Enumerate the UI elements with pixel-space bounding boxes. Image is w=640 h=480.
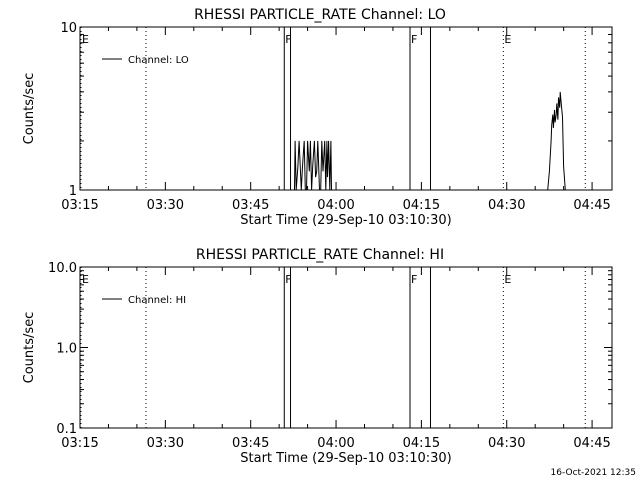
- lo-data-series-1: [547, 91, 566, 191]
- hi-legend-label: Channel: HI: [128, 295, 186, 306]
- lo-chart-title: RHESSI PARTICLE_RATE Channel: LO: [194, 7, 446, 23]
- hi-event-marker-label: E: [82, 273, 89, 286]
- lo-event-marker-label: E: [504, 33, 511, 46]
- hi-xtick-label: 03:45: [232, 436, 269, 451]
- lo-event-marker-label: E: [82, 33, 89, 46]
- lo-xtick-label: 04:00: [317, 198, 354, 213]
- hi-event-marker-label: F: [285, 273, 291, 286]
- lo-plot-frame: [79, 26, 613, 191]
- hi-xtick-label: 04:00: [317, 436, 354, 451]
- hi-xtick-label: 04:30: [488, 436, 525, 451]
- lo-legend-label: Channel: LO: [128, 55, 189, 66]
- lo-ytick-label: 1: [69, 184, 77, 199]
- footer-timestamp: 16-Oct-2021 12:35: [551, 468, 636, 478]
- lo-ytick-label: 10: [60, 21, 77, 36]
- hi-plot-frame: [79, 266, 613, 429]
- lo-x-axis-label: Start Time (29-Sep-10 03:10:30): [240, 213, 451, 228]
- hi-ytick-label: 10.0: [48, 261, 77, 276]
- lo-xtick-label: 03:15: [61, 198, 98, 213]
- hi-event-marker-label: F: [411, 273, 417, 286]
- lo-xtick-label: 04:15: [403, 198, 440, 213]
- hi-ytick-label: 0.1: [56, 422, 77, 437]
- hi-ytick-label: 1.0: [56, 342, 77, 357]
- hi-xtick-label: 03:15: [61, 436, 98, 451]
- lo-event-marker-label: F: [285, 33, 291, 46]
- lo-y-axis-label: Counts/sec: [22, 73, 37, 145]
- hi-event-marker-label: E: [504, 273, 511, 286]
- hi-xtick-label: 04:15: [403, 436, 440, 451]
- hi-xtick-label: 04:45: [573, 436, 610, 451]
- lo-xtick-label: 04:30: [488, 198, 525, 213]
- lo-xtick-label: 03:45: [232, 198, 269, 213]
- hi-xtick-label: 03:30: [147, 436, 184, 451]
- lo-xtick-label: 03:30: [147, 198, 184, 213]
- hi-y-axis-label: Counts/sec: [22, 312, 37, 384]
- hi-x-axis-label: Start Time (29-Sep-10 03:10:30): [240, 451, 451, 466]
- lo-data-series-0: [294, 140, 332, 191]
- lo-xtick-label: 04:45: [573, 198, 610, 213]
- lo-event-marker-label: F: [411, 33, 417, 46]
- hi-chart-title: RHESSI PARTICLE_RATE Channel: HI: [196, 247, 444, 263]
